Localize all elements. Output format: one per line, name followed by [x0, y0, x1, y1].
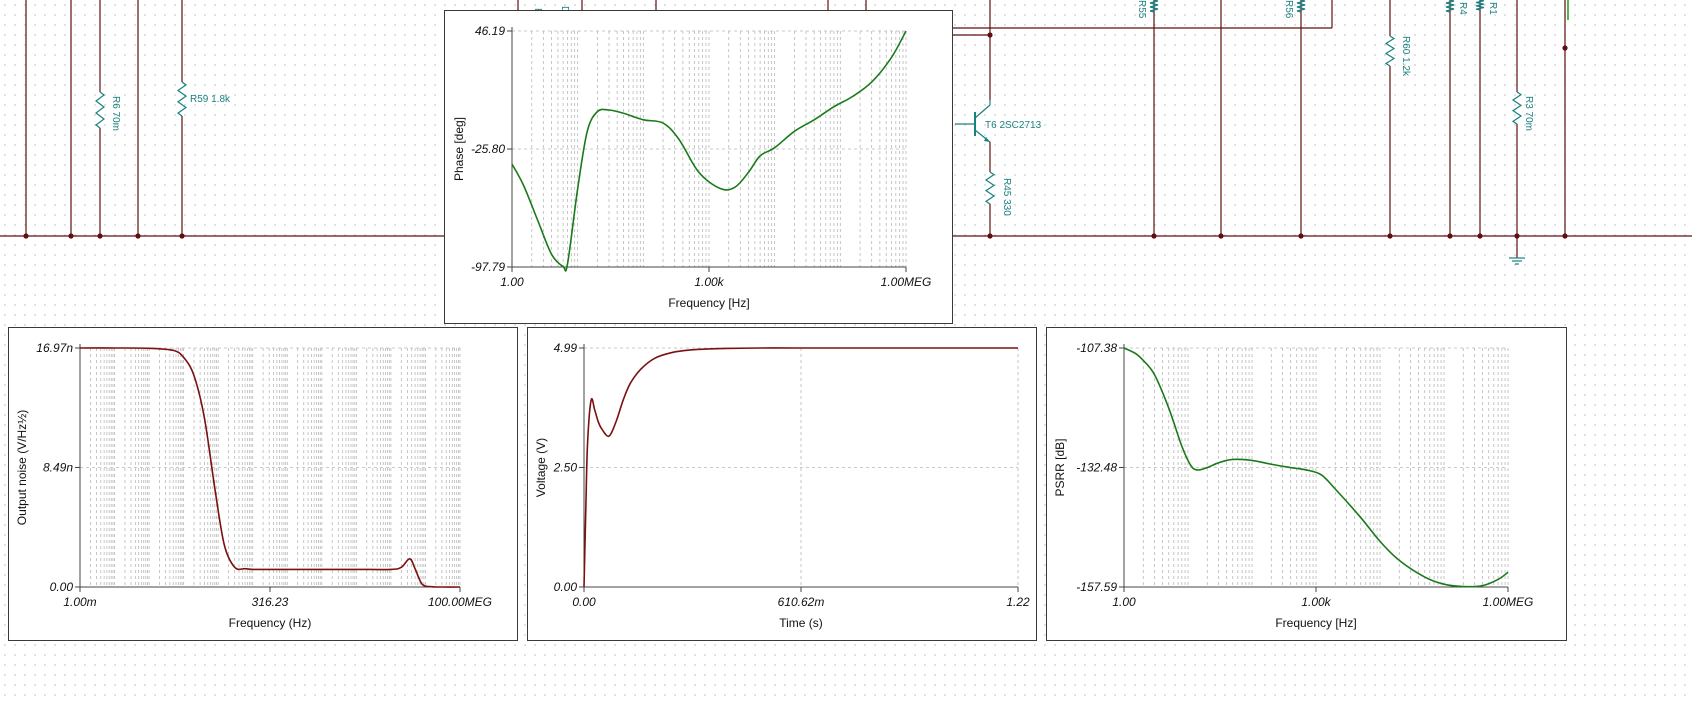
label-r3: R3 70m	[1523, 96, 1534, 131]
resistor-r55[interactable]	[1149, 0, 1159, 13]
psrr-series-line[interactable]	[1123, 347, 1509, 588]
junction-dot	[1447, 233, 1453, 239]
junction-dot	[1477, 233, 1483, 239]
y-axis-title: PSRR [dB]	[1053, 438, 1067, 496]
noise-series-line[interactable]	[79, 347, 461, 588]
output-noise-plot-panel[interactable]: 16.97n 8.49n 0.00 1.00m 316.23 100.00MEG Frequ…	[8, 327, 518, 641]
x-tick-label: 1.22	[1006, 595, 1030, 609]
y-tick-label: 8.49n	[43, 461, 73, 475]
resistor-r45[interactable]	[984, 171, 996, 205]
y-tick-label: 0.00	[554, 580, 578, 594]
resistor-r3[interactable]	[1511, 91, 1523, 125]
junction-dot	[179, 233, 185, 239]
resistor-r60[interactable]	[1384, 35, 1396, 67]
x-tick-label: 1.00k	[694, 275, 724, 289]
junction-dot	[1298, 233, 1304, 239]
y-tick-label: -132.48	[1076, 461, 1117, 475]
label-top-d: D	[559, 6, 570, 13]
junction-dot	[68, 233, 74, 239]
phase-plot-panel[interactable]: 46.19 -25.80 -97.79 1.00 1.00k 1.00MEG Frequen…	[444, 10, 953, 324]
y-tick-label: 2.50	[553, 461, 578, 475]
x-tick-label: 1.00MEG	[1483, 595, 1534, 609]
junction-dot	[23, 233, 29, 239]
resistor-r56[interactable]	[1296, 0, 1306, 13]
grid	[511, 30, 907, 267]
label-r45: R45 330	[1001, 178, 1012, 216]
label-t6: T6 2SC2713	[985, 120, 1042, 131]
x-tick-label: 316.23	[252, 595, 289, 609]
label-r4: R4	[1457, 2, 1468, 15]
x-tick-label: 610.62m	[778, 595, 825, 609]
y-tick-label: 16.97n	[36, 341, 73, 355]
phase-series-line[interactable]	[511, 30, 907, 272]
label-r60: R60 1.2k	[1400, 36, 1411, 77]
junction-dot	[987, 233, 993, 239]
psrr-chart-svg: -107.38 -132.48 -157.591.00 1.00k 1.00MEG Fre…	[1053, 341, 1534, 630]
resistor-r1[interactable]	[1475, 0, 1485, 11]
x-tick-label: 1.00	[500, 275, 524, 289]
ground-symbol	[1509, 257, 1525, 265]
phase-chart-svg: 46.19 -25.80 -97.791.00 1.00k 1.00MEG Frequen…	[452, 24, 932, 310]
y-tick-label: 0.00	[50, 580, 74, 594]
psrr-plot-panel[interactable]: -107.38 -132.48 -157.59 1.00 1.00k 1.00MEG Fre…	[1046, 327, 1567, 641]
x-tick-label: 100.00MEG	[428, 595, 492, 609]
junction-dot	[1218, 233, 1224, 239]
noise-chart-svg: 16.97n 8.49n 0.001.00m 316.23 100.00MEG Frequ…	[15, 341, 492, 630]
resistor-r6[interactable]	[95, 91, 105, 129]
junction-dot	[1562, 233, 1568, 239]
junction-dot	[1387, 233, 1393, 239]
x-tick-label: 1.00m	[63, 595, 96, 609]
x-axis-title: Frequency (Hz)	[229, 616, 312, 630]
label-r6: R6 70m	[110, 96, 121, 131]
transistor-t6[interactable]	[955, 104, 991, 143]
y-tick-label: 46.19	[475, 24, 505, 38]
label-r1: R1	[1487, 2, 1498, 15]
junction-dot	[135, 233, 141, 239]
y-tick-label: 4.99	[554, 341, 578, 355]
voltage-plot-panel[interactable]: 4.99 2.50 0.00 0.00 610.62m 1.22 Time (s) Volta…	[527, 327, 1037, 641]
y-tick-label: -25.80	[471, 142, 505, 156]
x-axis-title: Time (s)	[779, 616, 823, 630]
y-tick-label: -107.38	[1076, 341, 1117, 355]
x-axis-title: Frequency [Hz]	[1275, 616, 1356, 630]
junction-dot	[1562, 45, 1568, 51]
resistor-r4[interactable]	[1445, 0, 1455, 13]
junction-dot	[97, 233, 103, 239]
y-axis-title: Phase [deg]	[452, 117, 466, 181]
x-tick-label: 0.00	[572, 595, 596, 609]
label-r55: R55	[1136, 0, 1147, 19]
y-axis-title: Output noise (V/Hz½)	[15, 410, 29, 525]
label-r56: R56	[1283, 0, 1294, 19]
x-tick-label: 1.00k	[1301, 595, 1331, 609]
resistor-r59[interactable]	[176, 81, 188, 117]
y-tick-label: -157.59	[1076, 580, 1117, 594]
voltage-chart-svg: 4.99 2.50 0.000.00 610.62m 1.22 Time (s) Volta…	[534, 341, 1030, 630]
y-tick-label: -97.79	[471, 260, 505, 274]
voltage-series-line[interactable]	[583, 347, 1018, 588]
junction-dot	[1151, 233, 1157, 239]
x-tick-label: 1.00	[1112, 595, 1136, 609]
grid	[584, 347, 1019, 587]
x-axis-title: Frequency [Hz]	[668, 296, 749, 310]
grid	[1123, 347, 1509, 587]
grid	[79, 347, 461, 587]
y-axis-title: Voltage (V)	[534, 438, 548, 497]
label-r59: R59 1.8k	[190, 94, 231, 105]
x-tick-label: 1.00MEG	[881, 275, 932, 289]
